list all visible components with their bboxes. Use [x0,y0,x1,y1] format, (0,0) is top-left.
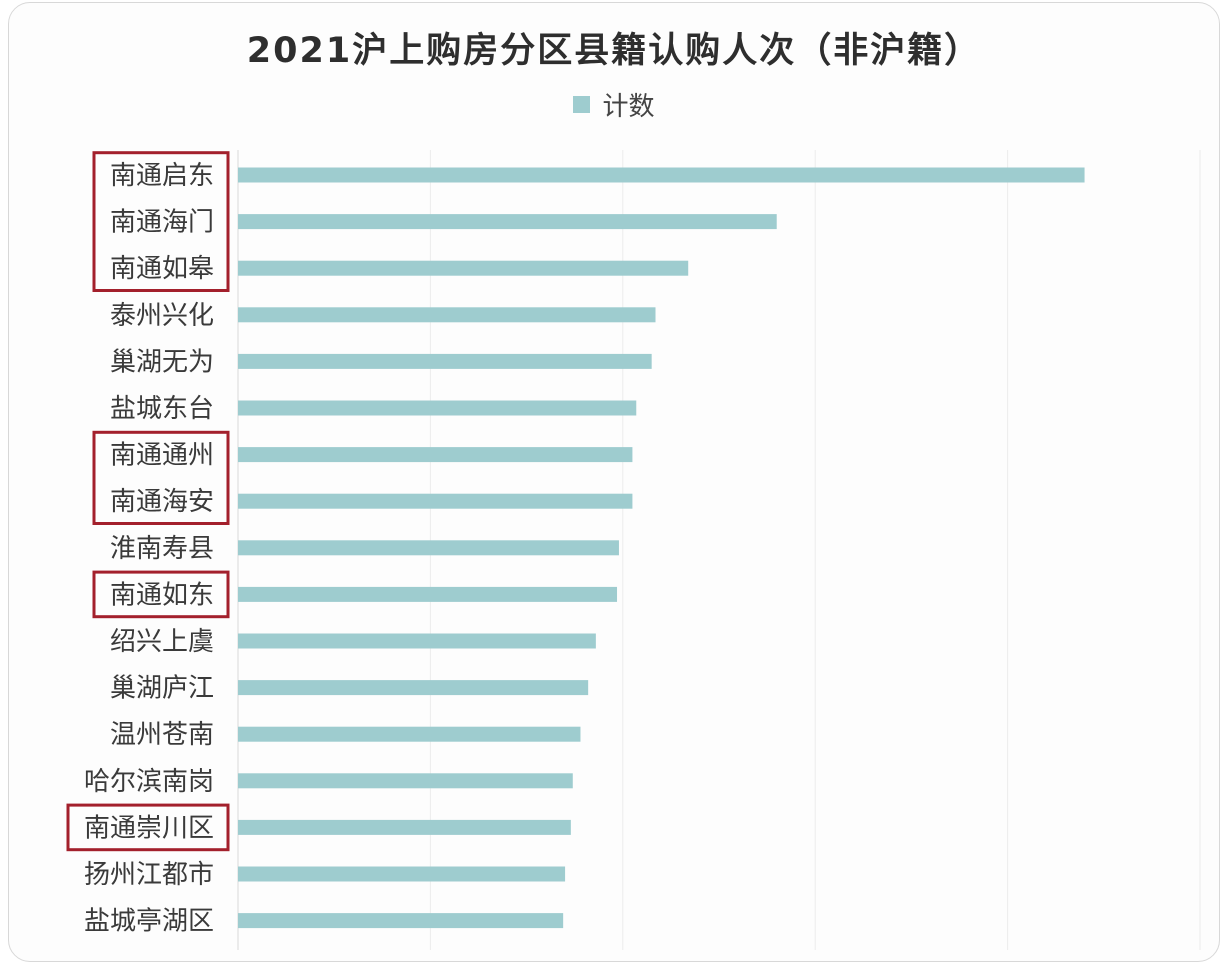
tick-label: 南通如东 [110,580,214,610]
tick-label: 南通启东 [110,161,214,191]
tick-label: 扬州江都市 [84,860,214,890]
tick-label: 南通海安 [110,487,214,517]
highlight-box [92,570,230,619]
bar [238,260,689,276]
tick-label: 南通如皋 [110,254,214,284]
bar [238,353,652,369]
tick-label: 温州苍南 [110,720,214,750]
chart-legend: 计数 [0,86,1228,123]
chart-frame [8,2,1220,962]
bar [238,866,566,882]
highlight-box [66,803,230,852]
bar [238,400,637,416]
bar [238,586,618,602]
bar [238,913,564,929]
bar [238,167,1085,183]
bar [238,540,619,556]
bar [238,680,589,696]
tick-label: 盐城东台 [110,394,214,424]
tick-label: 南通崇川区 [84,813,214,843]
bar [238,214,777,230]
legend-swatch [573,96,591,113]
bar [238,447,633,463]
tick-label: 南通通州 [110,441,214,471]
tick-label: 巢湖庐江 [110,674,214,704]
bar [238,773,573,789]
tick-label: 南通海门 [110,208,214,238]
tick-label: 巢湖无为 [110,347,214,377]
tick-label: 泰州兴化 [110,301,214,331]
legend-label: 计数 [602,92,655,122]
bar [238,633,596,649]
tick-label: 哈尔滨南岗 [84,767,214,797]
highlight-box [92,151,230,292]
bar [238,726,581,742]
bar [238,819,571,835]
tick-label: 盐城亭湖区 [84,907,214,937]
bar [238,493,633,509]
tick-label: 绍兴上虞 [110,627,214,657]
chart-title: 2021沪上购房分区县籍认购人次（非沪籍） [246,31,982,71]
bar [238,307,656,323]
highlight-box [92,430,230,525]
tick-label: 淮南寿县 [110,534,214,564]
